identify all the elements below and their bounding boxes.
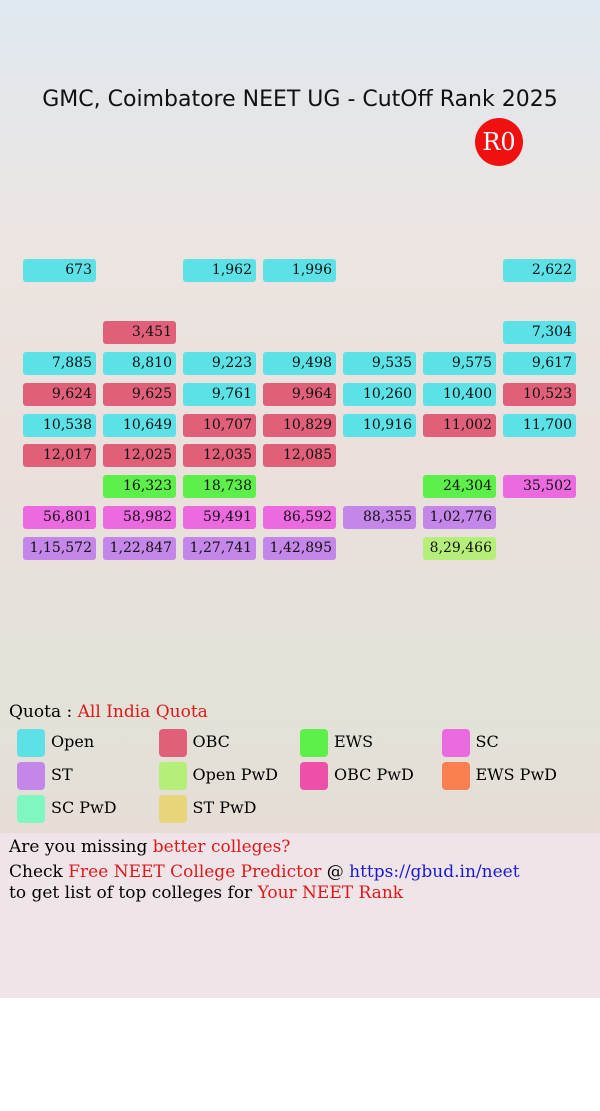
quota-value: All India Quota (77, 702, 208, 722)
text: to get list of top colleges for (9, 883, 258, 903)
text: Check (9, 862, 69, 882)
rank-cell: 16,323 (103, 475, 176, 499)
rank-cell: 59,491 (183, 506, 256, 530)
rank-cell: 10,538 (23, 413, 96, 437)
rank-cell: 24,304 (423, 475, 496, 499)
rank-cell: 12,035 (183, 444, 256, 468)
footer-line: Check Free NEET College Predictor @ http… (9, 862, 520, 882)
rank-cell: 9,617 (503, 351, 576, 375)
legend-swatch (441, 729, 470, 757)
legend-swatch (300, 762, 328, 790)
rank-cell: 10,400 (423, 382, 496, 406)
rank-cell: 10,707 (183, 413, 256, 437)
text: better colleges? (152, 837, 291, 857)
legend-label: ST PwD (192, 798, 257, 817)
rank-cell: 12,085 (263, 444, 336, 468)
legend-label: Open (51, 732, 95, 751)
rank-cell: 88,355 (343, 506, 416, 530)
rank-cell: 8,29,466 (423, 537, 496, 561)
legend-label: EWS (334, 732, 374, 751)
footer-line: Are you missing better colleges? (9, 837, 290, 857)
legend-swatch (158, 762, 187, 790)
rank-cell: 2,622 (503, 259, 576, 282)
rank-cell: 18,738 (183, 475, 256, 499)
rank-cell: 9,223 (183, 351, 256, 375)
rank-cell: 673 (23, 259, 96, 282)
title: GMC, Coimbatore NEET UG - CutOff Rank 20… (42, 87, 558, 112)
rank-cell: 9,535 (343, 351, 416, 375)
rank-cell: 7,885 (23, 351, 96, 375)
link[interactable]: Free NEET College Predictor (68, 862, 322, 882)
quota-label: Quota : (9, 702, 73, 722)
legend-swatch (17, 729, 45, 757)
legend-label: ST (51, 765, 73, 784)
rank-cell: 12,025 (103, 444, 176, 468)
rank-cell: 56,801 (23, 506, 96, 530)
link[interactable]: https://gbud.in/neet (349, 862, 520, 882)
rank-cell: 9,761 (183, 382, 256, 406)
rank-cell: 9,498 (263, 351, 336, 375)
legend-label: Open PwD (192, 765, 279, 784)
rank-cell: 3,451 (103, 320, 176, 344)
rank-cell: 11,700 (503, 413, 576, 437)
text: Your NEET Rank (257, 883, 404, 903)
legend-swatch (158, 795, 187, 823)
legend-swatch (17, 762, 45, 790)
rank-cell: 1,996 (263, 259, 336, 282)
legend-label: SC (475, 732, 499, 751)
text: Are you missing (9, 837, 153, 857)
rank-cell: 10,649 (103, 413, 176, 437)
rank-cell: 12,017 (23, 444, 96, 468)
rank-cell: 8,810 (103, 351, 176, 375)
rank-cell: 1,27,741 (183, 537, 256, 561)
rank-cell: 1,42,895 (263, 537, 336, 561)
quota: Quota : All India Quota (9, 702, 208, 722)
rank-cell: 86,592 (263, 506, 336, 530)
legend-label: OBC (192, 732, 230, 751)
rank-cell: 9,964 (263, 382, 336, 406)
rank-cell: 10,523 (503, 382, 576, 406)
legend-swatch (300, 729, 328, 757)
rank-cell: 1,22,847 (103, 537, 176, 561)
rank-cell: 10,260 (343, 382, 416, 406)
rank-cell: 7,304 (503, 320, 576, 344)
rank-cell: 10,829 (263, 413, 336, 437)
footer-line: to get list of top colleges for Your NEE… (9, 883, 403, 903)
legend-label: EWS PwD (475, 765, 557, 784)
rank-cell: 9,625 (103, 382, 176, 406)
rank-cell: 58,982 (103, 506, 176, 530)
legend-label: OBC PwD (334, 765, 414, 784)
legend-label: SC PwD (51, 798, 117, 817)
rank-cell: 1,962 (183, 259, 256, 282)
rank-cell: 10,916 (343, 413, 416, 437)
round-badge: R0 (475, 118, 523, 166)
rank-cell: 1,02,776 (423, 506, 496, 530)
rank-cell: 1,15,572 (23, 537, 96, 561)
footer: Are you missing better colleges? Check F… (0, 833, 600, 998)
rank-cell: 9,624 (23, 382, 96, 406)
legend-swatch (441, 762, 470, 790)
legend-swatch (158, 729, 187, 757)
rank-cell: 11,002 (423, 413, 496, 437)
rank-cell: 35,502 (503, 475, 576, 499)
legend-swatch (17, 795, 45, 823)
rank-cell: 9,575 (423, 351, 496, 375)
text: @ (321, 862, 350, 882)
